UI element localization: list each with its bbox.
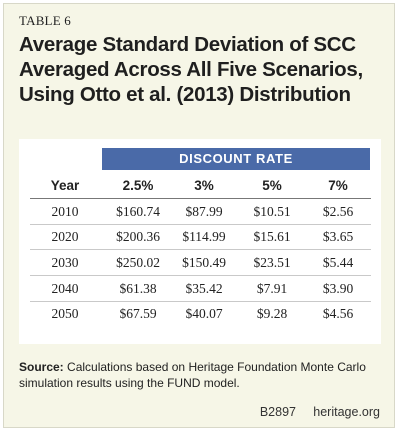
value-cell: $114.99 [182,229,226,244]
value-cell: $67.59 [119,306,157,321]
year-cell: 2040 [51,281,79,296]
source-note: Source: Calculations based on Heritage F… [19,359,381,391]
value-cell: $200.36 [116,229,160,244]
column-header-rate-2-5: 2.5% [122,178,154,193]
value-cell: $3.65 [322,229,354,244]
column-header-rate-7: 7% [328,178,348,193]
title-line-3: Using Otto et al. (2013) Distribution [19,83,351,106]
table-title: Average Standard Deviation of SCC Averag… [19,32,391,107]
row-divider [30,275,371,276]
site-link[interactable]: heritage.org [313,405,380,419]
value-cell: $87.99 [185,204,223,219]
title-line-1: Average Standard Deviation of SCC [19,33,356,56]
value-cell: $61.38 [119,281,157,296]
report-code: B2897 [259,405,296,419]
value-cell: $5.44 [322,255,354,270]
value-cell: $3.90 [322,281,354,296]
value-cell: $7.91 [256,281,288,296]
source-label: Source: [19,360,64,374]
value-cell: $10.51 [253,204,291,219]
table-number-label: TABLE 6 [19,13,71,28]
discount-rate-header-band: DISCOUNT RATE [102,148,370,170]
value-cell: $15.61 [253,229,291,244]
row-divider [30,301,371,302]
year-cell: 2020 [51,229,79,244]
value-cell: $4.56 [322,306,354,321]
data-table: DISCOUNT RATE Year 2.5% 3% 5% 7% 2010 $1… [19,139,381,344]
year-cell: 2030 [51,255,79,270]
value-cell: $40.07 [185,306,223,321]
year-cell: 2050 [51,306,79,321]
value-cell: $9.28 [256,306,288,321]
source-text: Calculations based on Heritage Foundatio… [19,360,366,390]
column-header-rate-3: 3% [194,178,214,193]
column-header-rate-5: 5% [262,178,282,193]
discount-rate-header: DISCOUNT RATE [179,151,293,166]
value-cell: $35.42 [185,281,223,296]
column-header-year: Year [50,178,80,193]
value-cell: $250.02 [116,255,160,270]
row-divider [30,224,371,225]
table-card: TABLE 6 Average Standard Deviation of SC… [3,3,395,428]
header-rule [30,198,371,199]
row-divider [30,249,371,250]
title-line-2: Averaged Across All Five Scenarios, [19,58,363,81]
value-cell: $23.51 [253,255,291,270]
value-cell: $2.56 [322,204,354,219]
value-cell: $160.74 [116,204,160,219]
year-cell: 2010 [51,204,79,219]
value-cell: $150.49 [182,255,226,270]
